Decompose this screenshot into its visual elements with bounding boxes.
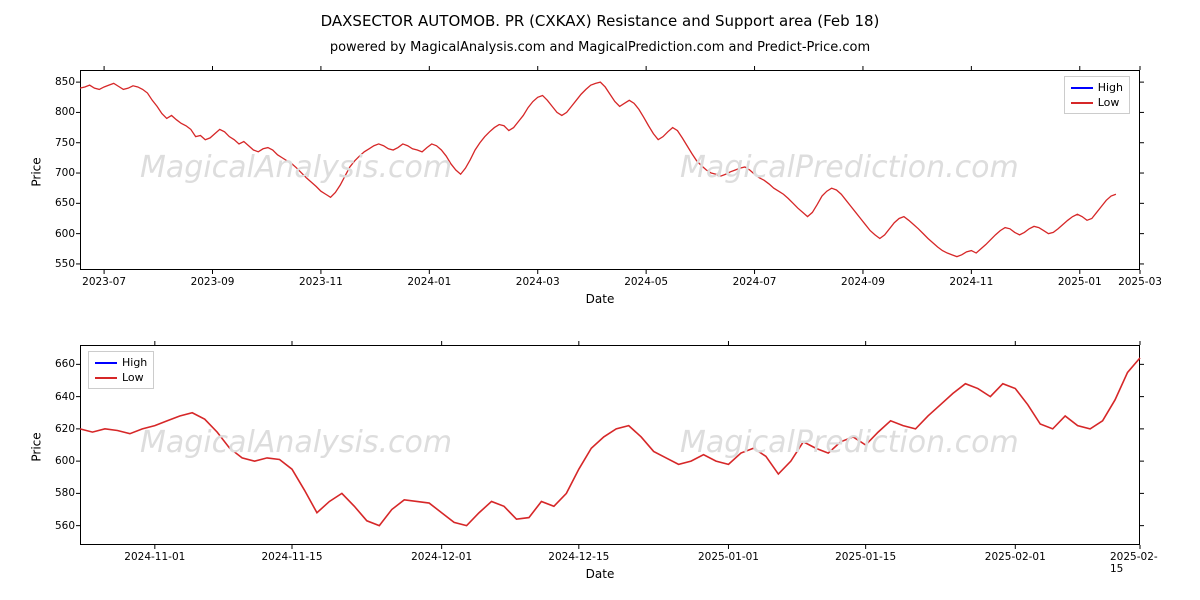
chart-bottom-ylabel: Price (30, 432, 44, 461)
y-tick-label: 600 (45, 228, 75, 240)
x-tick-label: 2024-11-15 (261, 551, 322, 563)
chart-bottom-xlabel: Date (500, 567, 700, 581)
y-tick-label: 850 (45, 76, 75, 88)
y-tick-label: 800 (45, 106, 75, 118)
legend-label-low: Low (1098, 96, 1120, 109)
x-tick-label: 2025-01-01 (698, 551, 759, 563)
y-tick-label: 660 (45, 358, 75, 370)
chart-subtitle: powered by MagicalAnalysis.com and Magic… (0, 40, 1200, 55)
legend-label-high-b: High (122, 356, 147, 369)
x-tick-label: 2025-03 (1118, 276, 1162, 288)
x-tick-label: 2025-02-01 (985, 551, 1046, 563)
chart-bottom-legend: High Low (88, 351, 154, 389)
chart-top-svg (80, 70, 1140, 270)
chart-title: DAXSECTOR AUTOMOB. PR (CXKAX) Resistance… (0, 12, 1200, 30)
x-tick-label: 2024-05 (624, 276, 668, 288)
x-tick-label: 2023-09 (191, 276, 235, 288)
chart-bottom-svg (80, 345, 1140, 545)
x-tick-label: 2024-12-15 (548, 551, 609, 563)
y-tick-label: 550 (45, 258, 75, 270)
chart-top-xlabel: Date (500, 292, 700, 306)
y-tick-label: 620 (45, 423, 75, 435)
x-tick-label: 2023-07 (82, 276, 126, 288)
y-tick-label: 640 (45, 391, 75, 403)
legend-item-low-b: Low (95, 370, 147, 385)
legend-line-high (1071, 87, 1093, 89)
legend-line-low (1071, 102, 1093, 104)
y-tick-label: 750 (45, 137, 75, 149)
chart-bottom (80, 345, 1140, 545)
y-tick-label: 560 (45, 520, 75, 532)
chart-top (80, 70, 1140, 270)
y-tick-label: 700 (45, 167, 75, 179)
y-tick-label: 580 (45, 487, 75, 499)
x-tick-label: 2023-11 (299, 276, 343, 288)
x-tick-label: 2024-11-01 (124, 551, 185, 563)
chart-top-legend: High Low (1064, 76, 1130, 114)
legend-line-high-b (95, 362, 117, 364)
x-tick-label: 2025-01 (1058, 276, 1102, 288)
legend-line-low-b (95, 377, 117, 379)
legend-item-high-b: High (95, 355, 147, 370)
x-tick-label: 2025-01-15 (835, 551, 896, 563)
y-tick-label: 650 (45, 197, 75, 209)
chart-top-ylabel: Price (30, 157, 44, 186)
legend-label-high: High (1098, 81, 1123, 94)
x-tick-label: 2024-11 (949, 276, 993, 288)
legend-item-low: Low (1071, 95, 1123, 110)
y-tick-label: 600 (45, 455, 75, 467)
x-tick-label: 2024-09 (841, 276, 885, 288)
x-tick-label: 2024-03 (516, 276, 560, 288)
x-tick-label: 2024-01 (407, 276, 451, 288)
legend-label-low-b: Low (122, 371, 144, 384)
legend-item-high: High (1071, 80, 1123, 95)
x-tick-label: 2025-02-15 (1110, 551, 1170, 575)
x-tick-label: 2024-12-01 (411, 551, 472, 563)
x-tick-label: 2024-07 (733, 276, 777, 288)
